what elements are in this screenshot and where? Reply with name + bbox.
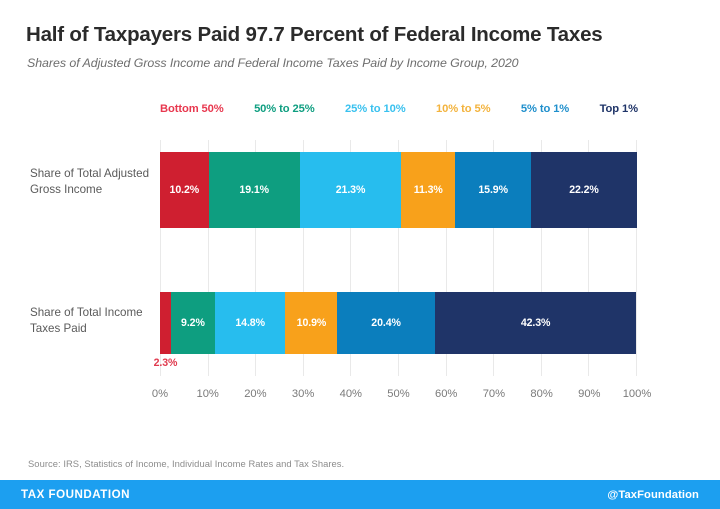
x-axis-tick-label: 90% (578, 388, 601, 400)
gridline (398, 140, 399, 376)
x-axis-tick-label: 30% (291, 388, 315, 400)
footer-brand: TAX FOUNDATION (21, 488, 130, 501)
bar-segment-value: 9.2% (181, 317, 205, 329)
legend-item-4[interactable]: 5% to 1% (520, 103, 570, 115)
gridline (445, 140, 447, 376)
bar-segment[interactable]: 10.2% (160, 152, 209, 228)
legend-item-3[interactable]: 10% to 5% (436, 103, 491, 115)
bar-segment-value: 42.3% (520, 317, 551, 329)
gridline (588, 140, 590, 376)
gridline (160, 140, 161, 376)
bar-segment-value: 10.9% (296, 317, 327, 329)
category-label-agi: Share of Total Adjusted Gross Income (30, 167, 150, 196)
x-axis-tick-label: 40% (339, 388, 362, 400)
bar-segment-value: 11.3% (413, 184, 443, 196)
gridline (255, 140, 257, 376)
gridline (207, 140, 209, 376)
chart-gridlines (160, 140, 637, 376)
bar-segment-value: 15.9% (478, 184, 508, 196)
bar-segment-value: 2.3% (153, 357, 178, 369)
chart-plot-area: 10.2% 19.1% 21.3% 11.3% 15.9% 22.2% 2.3% 9.2% 1… (154, 140, 637, 376)
gridline (493, 140, 495, 376)
footer-social-handle[interactable]: @TaxFoundation (607, 488, 699, 501)
bar-segment[interactable]: 20.4% (337, 292, 435, 354)
bar-segment[interactable]: 22.2% (531, 152, 637, 228)
bar-segment-value: 21.3% (335, 184, 366, 196)
x-axis-tick-label: 100% (622, 388, 652, 400)
bar-segment[interactable]: 42.3% (434, 292, 637, 354)
legend-item-0[interactable]: Bottom 50% (160, 103, 224, 115)
bar-segment[interactable]: 21.3% (299, 152, 402, 228)
bar-segment-value: 10.2% (169, 184, 200, 196)
x-axis-ticks: 0% 10% 20% 30% 40% 50% 60% 70% 80% 90% 100% (152, 388, 651, 404)
bar-segment[interactable]: 2.3% (154, 292, 177, 369)
x-axis-tick-label: 60% (434, 388, 458, 400)
page-title: Half of Taxpayers Paid 97.7 Percent of F… (26, 23, 603, 46)
bar-segment[interactable]: 11.3% (401, 152, 456, 228)
legend-item-1[interactable]: 50% to 25% (254, 103, 315, 115)
x-axis-tick-label: 0% (151, 388, 169, 400)
x-axis-tick-label: 70% (482, 388, 506, 400)
x-axis-tick-label: 80% (530, 388, 553, 400)
bar-segment-value: 14.8% (235, 317, 265, 329)
bar-segment[interactable]: 9.2% (170, 292, 215, 354)
chart-legend: Bottom 50% 50% to 25% 25% to 10% 10% to 5% 5… (160, 100, 638, 118)
x-axis-tick-label: 20% (244, 388, 267, 400)
bar-segment-value: 20.4% (371, 317, 401, 329)
x-axis-tick-label: 10% (196, 388, 219, 400)
gridline (540, 140, 542, 376)
bar-segment[interactable]: 19.1% (208, 152, 300, 228)
bar-segment[interactable]: 10.9% (285, 292, 338, 354)
gridline (636, 140, 637, 376)
bar-segment[interactable]: 15.9% (455, 152, 532, 228)
bar-segment-value: 22.2% (569, 184, 599, 196)
stacked-bar-row: 10.2% 19.1% 21.3% 11.3% 15.9% 22.2% (160, 152, 637, 228)
page-subtitle: Shares of Adjusted Gross Income and Fede… (27, 56, 519, 70)
footer-bar: TAX FOUNDATION @TaxFoundation (0, 480, 720, 509)
gridline (350, 140, 352, 376)
gridline (302, 140, 304, 376)
legend-item-2[interactable]: 25% to 10% (345, 103, 406, 115)
category-label-taxes: Share of Total Income Taxes Paid (30, 306, 143, 335)
bar-segment-value: 19.1% (239, 184, 269, 196)
x-axis-tick-label: 50% (387, 388, 410, 400)
source-note: Source: IRS, Statistics of Income, Indiv… (28, 458, 345, 469)
stacked-bar-row: 2.3% 9.2% 14.8% 10.9% 20.4% 42.3% (154, 292, 637, 369)
bar-segment[interactable]: 14.8% (214, 292, 286, 354)
legend-item-5[interactable]: Top 1% (599, 103, 638, 115)
